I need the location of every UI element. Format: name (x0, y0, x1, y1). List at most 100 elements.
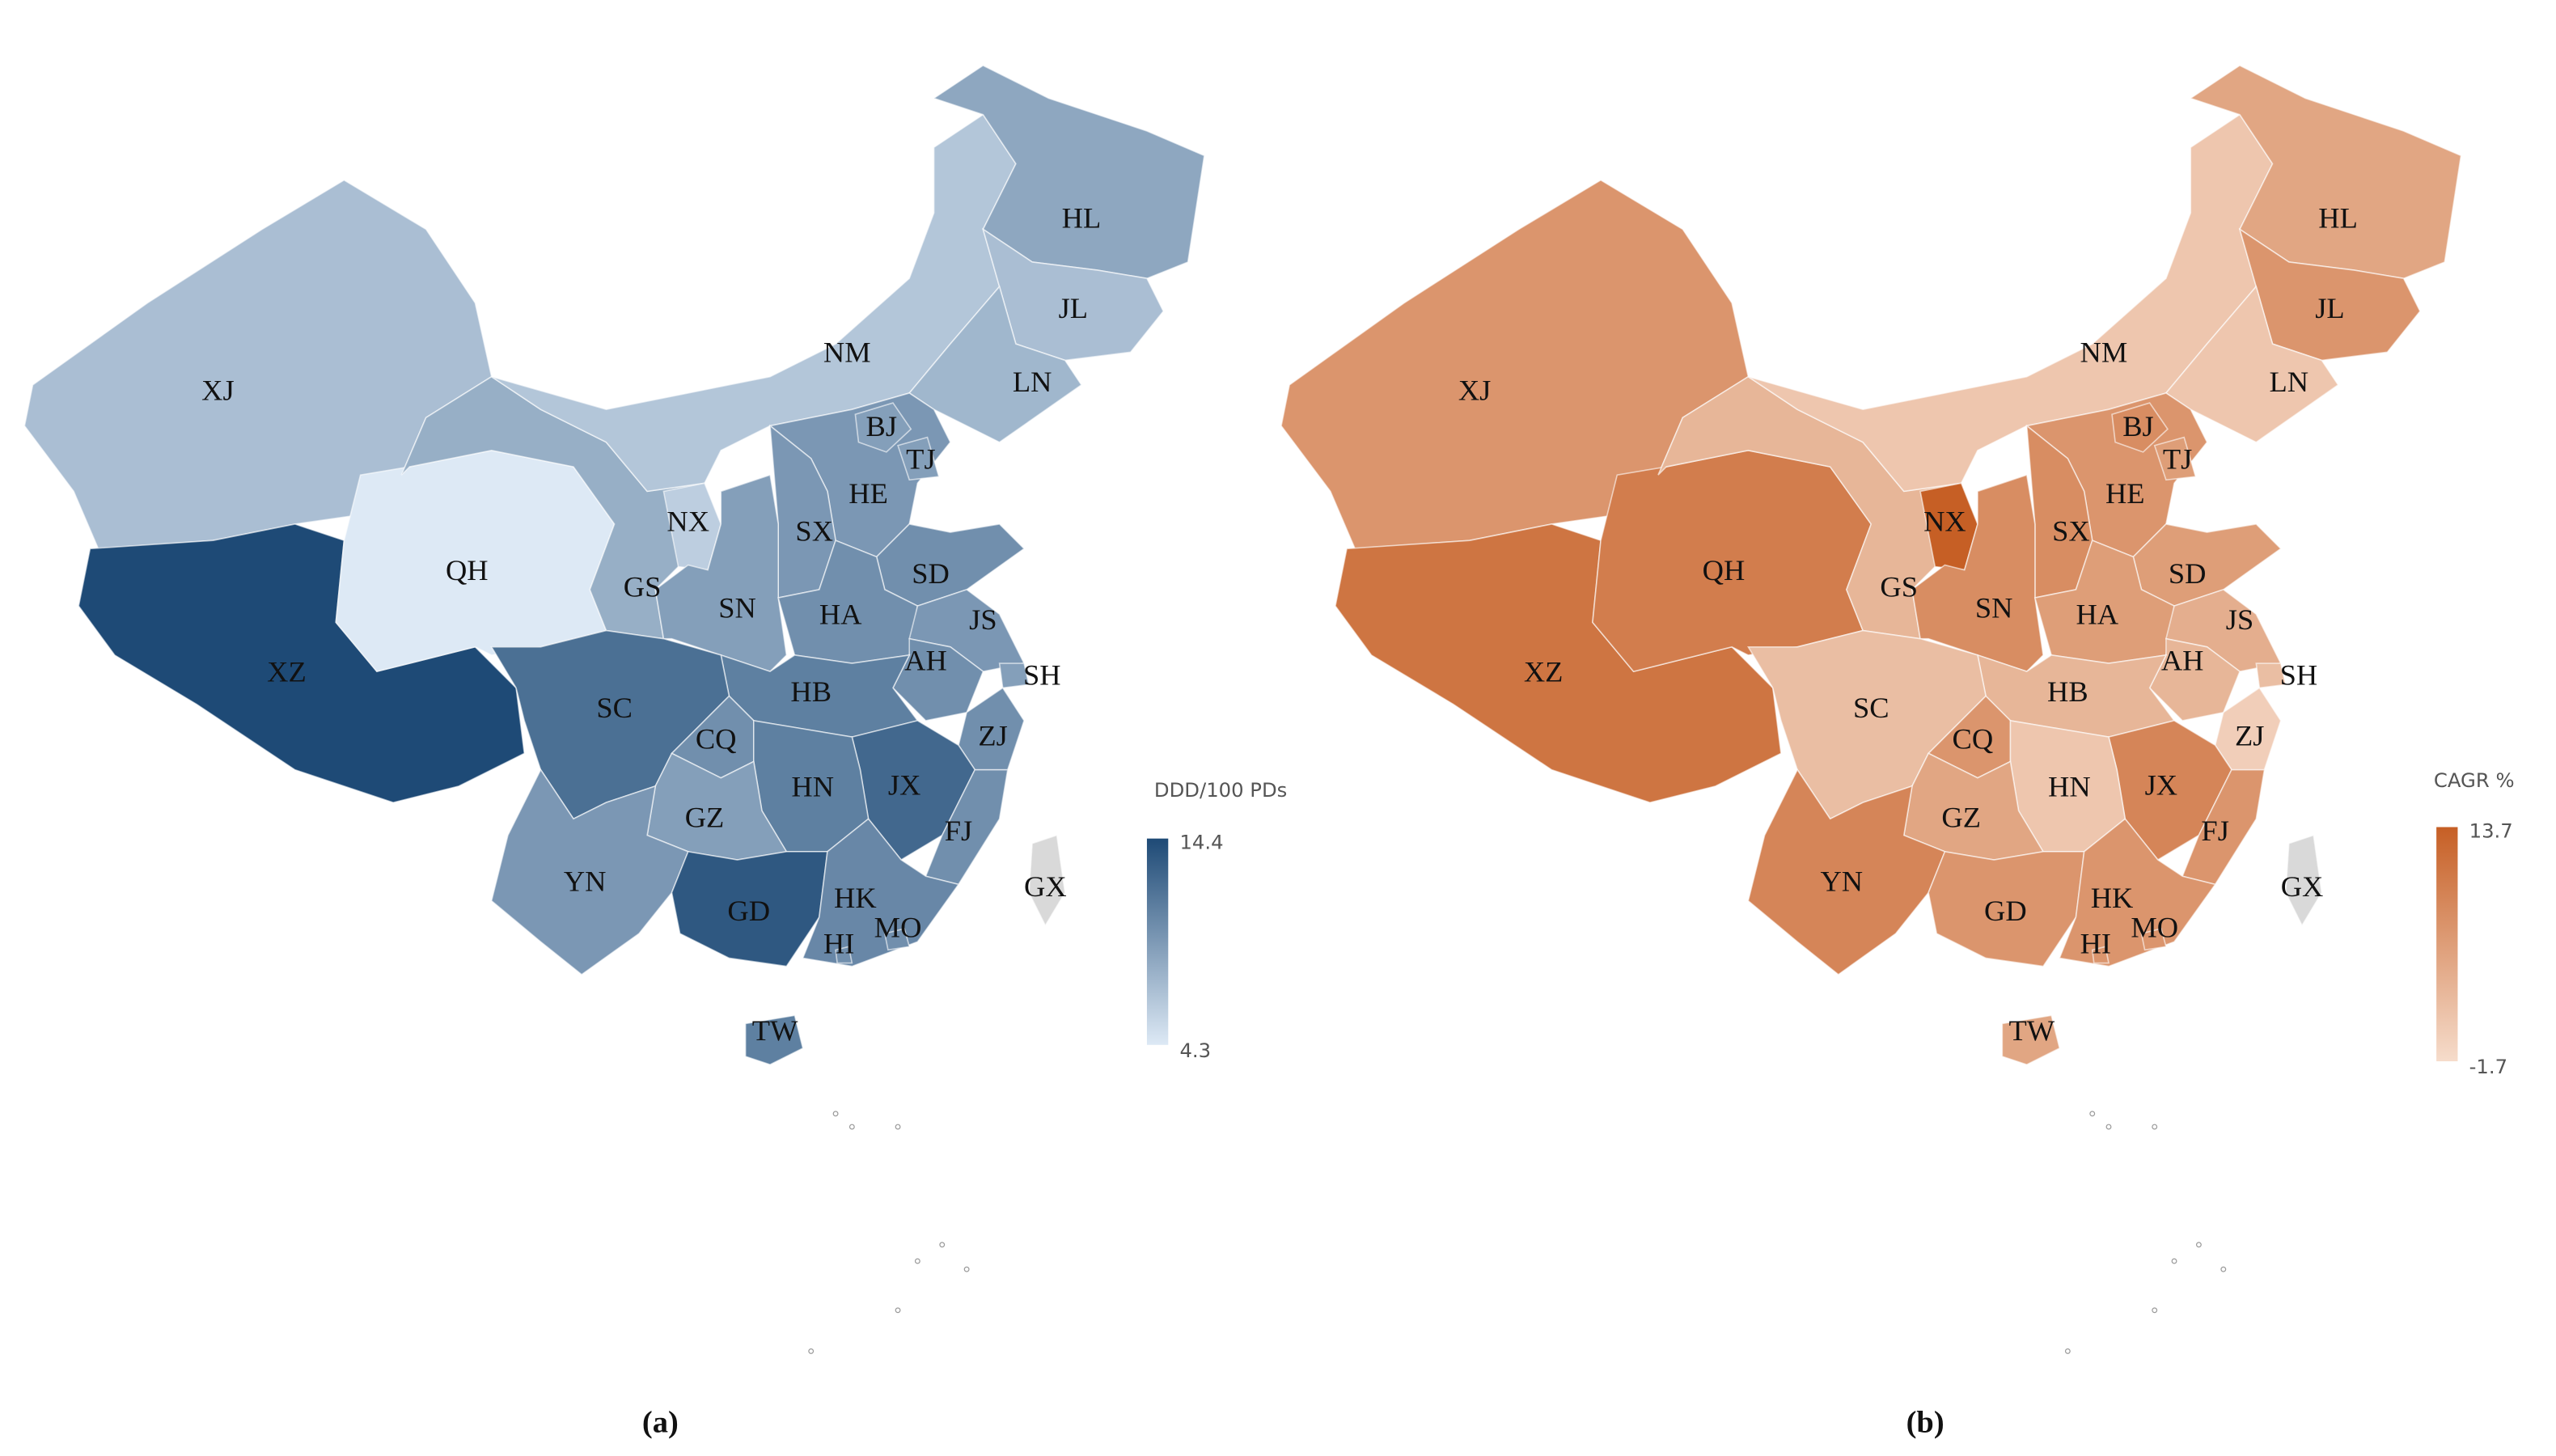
province-label: HN (2048, 770, 2091, 802)
province (2284, 834, 2323, 927)
province-label: HI (823, 928, 854, 960)
province-label: GD (1984, 895, 2027, 927)
legend-bar (2436, 827, 2458, 1062)
province-label: JL (1059, 292, 1088, 324)
caption: (b) (1906, 1405, 1945, 1439)
island (2089, 1111, 2096, 1117)
island (2152, 1124, 2158, 1130)
province-label: XJ (1458, 374, 1492, 406)
legend-max: 14.4 (1179, 831, 1223, 854)
province-label: SD (912, 557, 950, 590)
province-label: BJ (866, 410, 897, 442)
province-label: JS (969, 603, 997, 636)
province-label: GX (2281, 870, 2324, 903)
province (835, 946, 853, 964)
province-label: NX (667, 505, 709, 537)
province-label: HB (790, 675, 832, 708)
province (2140, 928, 2167, 951)
province-label: HL (2318, 202, 2358, 235)
province (2153, 436, 2197, 481)
province-label: GZ (685, 802, 725, 834)
province (2001, 1014, 2061, 1065)
province (897, 436, 940, 481)
province (2111, 402, 2169, 453)
province-label: LN (2270, 366, 2309, 398)
province-label: MO (2131, 911, 2178, 943)
map: XJ XZ QH GS NM HL JL LN HE BJ TJ SX NX SN SD HA JS AH SH HB… (1280, 65, 2462, 1354)
province-label: NM (823, 336, 871, 369)
province (875, 523, 1026, 607)
province-label: HI (2080, 928, 2111, 960)
province-label: JX (2145, 768, 2178, 801)
province-label: TW (2008, 1014, 2055, 1047)
legend-title: DDD/100 PDs (1154, 778, 1287, 802)
island (848, 1124, 855, 1130)
island (2064, 1348, 2071, 1354)
province-label: HK (834, 882, 877, 914)
province (1028, 834, 1066, 927)
province (2255, 662, 2287, 689)
legend-max: 13.7 (2469, 819, 2513, 843)
province-label: HL (1062, 202, 1102, 235)
island (2171, 1258, 2177, 1264)
province-label: SN (1975, 592, 2013, 624)
province-label: HA (819, 599, 862, 631)
province-label: QH (1703, 554, 1746, 586)
province-label: TW (752, 1014, 798, 1047)
province-label: HA (2076, 599, 2118, 631)
province (2132, 523, 2282, 607)
province-label: SC (1853, 692, 1889, 724)
province-label: NM (2080, 336, 2128, 369)
province-label: GS (1880, 570, 1918, 603)
province-label: TJ (2163, 442, 2192, 475)
province-label: SC (596, 692, 633, 724)
province-label: YN (564, 866, 607, 898)
province-label: ZJ (2235, 720, 2264, 752)
province-label: TJ (906, 442, 935, 475)
province-label: JX (888, 768, 921, 801)
province-label: HE (848, 477, 888, 510)
province-label: HK (2091, 882, 2134, 914)
province-label: XJ (201, 374, 235, 406)
island (2152, 1307, 2158, 1314)
island (2105, 1124, 2112, 1130)
province (998, 662, 1030, 689)
province-label: SD (2169, 557, 2207, 590)
province-label: XZ (1524, 656, 1564, 688)
province-label: CQ (696, 723, 737, 756)
province-label: GS (624, 570, 662, 603)
province (854, 402, 912, 453)
province-label: QH (446, 554, 489, 586)
province (2091, 946, 2110, 964)
province-label: JS (2226, 603, 2253, 636)
province (2059, 818, 2217, 967)
province-label: MO (874, 911, 922, 943)
province-label: CQ (1953, 723, 1994, 756)
province-label: SN (718, 592, 756, 624)
legend-title: CAGR % (2434, 768, 2515, 792)
province (1335, 523, 1782, 803)
province-label: GZ (1941, 802, 1981, 834)
province-label: FJ (945, 815, 972, 847)
province-label: GX (1024, 870, 1067, 903)
island (895, 1124, 901, 1130)
province-label: BJ (2122, 410, 2153, 442)
province-label: HN (791, 770, 834, 802)
province-label: ZJ (978, 720, 1007, 752)
province-label: HB (2047, 675, 2088, 708)
island (2195, 1242, 2202, 1248)
province-label: HE (2105, 477, 2145, 510)
legend-bar (1146, 838, 1169, 1045)
province-label: NX (1923, 505, 1966, 537)
province-label: YN (1820, 866, 1863, 898)
province-label: AH (2161, 644, 2204, 676)
province-label: JL (2315, 292, 2344, 324)
province (744, 1014, 804, 1065)
island (2220, 1266, 2227, 1272)
province (654, 474, 788, 673)
island (914, 1258, 920, 1264)
province (883, 928, 911, 951)
island (963, 1266, 970, 1272)
legend-min: 4.3 (1179, 1039, 1211, 1062)
